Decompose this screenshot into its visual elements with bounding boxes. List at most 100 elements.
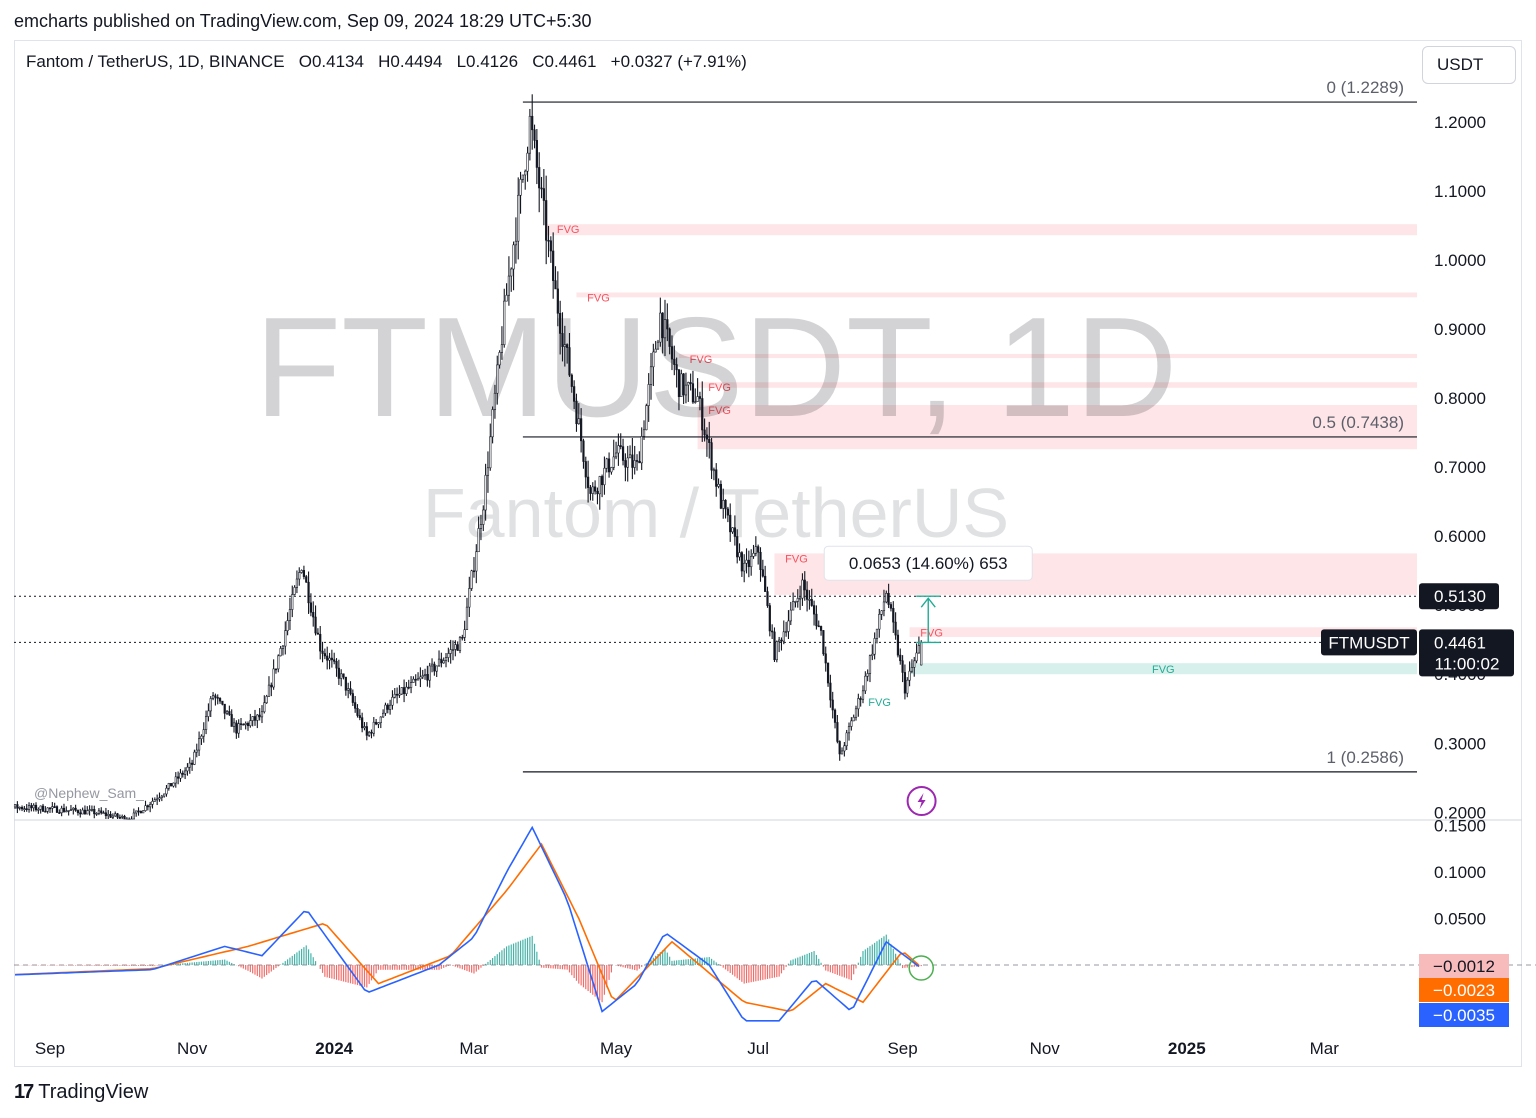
candle[interactable]	[880, 610, 883, 621]
candle[interactable]	[472, 557, 476, 578]
candle[interactable]	[875, 628, 879, 644]
candle[interactable]	[90, 805, 94, 812]
candle[interactable]	[337, 659, 340, 685]
candle[interactable]	[41, 803, 45, 812]
candle[interactable]	[624, 453, 627, 482]
candle[interactable]	[93, 805, 96, 819]
candle[interactable]	[200, 734, 203, 745]
candle[interactable]	[377, 722, 380, 729]
candle[interactable]	[430, 658, 434, 673]
candle[interactable]	[766, 586, 769, 608]
candle[interactable]	[351, 689, 354, 706]
candle[interactable]	[55, 805, 59, 813]
candle[interactable]	[505, 283, 508, 302]
candle[interactable]	[878, 608, 881, 638]
candle[interactable]	[591, 482, 594, 501]
candle[interactable]	[27, 802, 31, 813]
candle[interactable]	[882, 589, 886, 617]
candle[interactable]	[489, 423, 492, 471]
candle[interactable]	[139, 810, 142, 814]
candle[interactable]	[204, 710, 208, 735]
candle[interactable]	[286, 612, 289, 636]
candle[interactable]	[177, 771, 180, 785]
candle[interactable]	[524, 169, 527, 190]
candle[interactable]	[146, 804, 149, 811]
candle[interactable]	[859, 696, 862, 707]
candle[interactable]	[398, 685, 401, 698]
candle[interactable]	[137, 807, 140, 816]
candle[interactable]	[305, 574, 308, 583]
candle[interactable]	[526, 146, 529, 182]
candle[interactable]	[400, 687, 403, 695]
candle[interactable]	[30, 802, 33, 812]
candle[interactable]	[659, 297, 662, 347]
candle[interactable]	[626, 445, 629, 482]
candle[interactable]	[561, 312, 564, 362]
candle[interactable]	[365, 722, 368, 741]
candle[interactable]	[538, 152, 541, 213]
candle[interactable]	[20, 805, 24, 812]
candle[interactable]	[521, 174, 524, 183]
candle[interactable]	[840, 747, 844, 755]
candle[interactable]	[798, 585, 802, 611]
candle[interactable]	[906, 677, 909, 698]
candle[interactable]	[908, 661, 911, 687]
candle[interactable]	[209, 696, 212, 718]
candle[interactable]	[328, 652, 331, 670]
candle[interactable]	[135, 810, 138, 817]
candle[interactable]	[302, 565, 306, 580]
candle[interactable]	[577, 403, 580, 425]
candle[interactable]	[363, 722, 366, 731]
candle[interactable]	[179, 768, 182, 782]
candle[interactable]	[719, 480, 722, 510]
candle[interactable]	[202, 722, 205, 743]
candle[interactable]	[16, 801, 19, 814]
candle[interactable]	[689, 373, 692, 391]
candle[interactable]	[747, 550, 750, 578]
candle[interactable]	[197, 731, 201, 756]
candle[interactable]	[402, 679, 406, 703]
candle[interactable]	[535, 128, 538, 185]
candle[interactable]	[496, 355, 499, 405]
candle[interactable]	[647, 373, 650, 422]
candle[interactable]	[193, 749, 196, 766]
candle[interactable]	[570, 373, 573, 393]
candle[interactable]	[598, 475, 601, 510]
candle[interactable]	[284, 621, 287, 655]
candle[interactable]	[102, 810, 105, 815]
candle[interactable]	[775, 640, 778, 663]
candle[interactable]	[158, 792, 161, 802]
candle[interactable]	[130, 816, 133, 821]
candle[interactable]	[242, 723, 245, 726]
candle[interactable]	[915, 643, 918, 664]
candle[interactable]	[435, 665, 438, 678]
candle[interactable]	[698, 391, 702, 411]
candle[interactable]	[228, 705, 231, 716]
candle[interactable]	[612, 439, 615, 471]
candle[interactable]	[382, 709, 385, 718]
candle[interactable]	[750, 549, 753, 576]
candle[interactable]	[368, 730, 371, 738]
candle[interactable]	[559, 300, 562, 355]
candle[interactable]	[594, 480, 597, 495]
candle[interactable]	[540, 176, 543, 199]
candle[interactable]	[109, 811, 112, 819]
candle[interactable]	[144, 800, 147, 812]
candle[interactable]	[731, 527, 734, 534]
candle[interactable]	[780, 637, 783, 651]
candle[interactable]	[370, 729, 373, 739]
candle[interactable]	[596, 487, 599, 505]
candle[interactable]	[500, 326, 504, 360]
candle[interactable]	[270, 682, 273, 697]
candle[interactable]	[207, 703, 210, 722]
candle[interactable]	[62, 803, 66, 813]
candle[interactable]	[687, 381, 690, 402]
candle[interactable]	[498, 350, 501, 369]
candle[interactable]	[333, 652, 336, 665]
candle[interactable]	[670, 335, 674, 371]
candle[interactable]	[805, 581, 809, 612]
candle[interactable]	[51, 802, 54, 813]
candle[interactable]	[44, 806, 47, 813]
candle[interactable]	[829, 674, 832, 708]
